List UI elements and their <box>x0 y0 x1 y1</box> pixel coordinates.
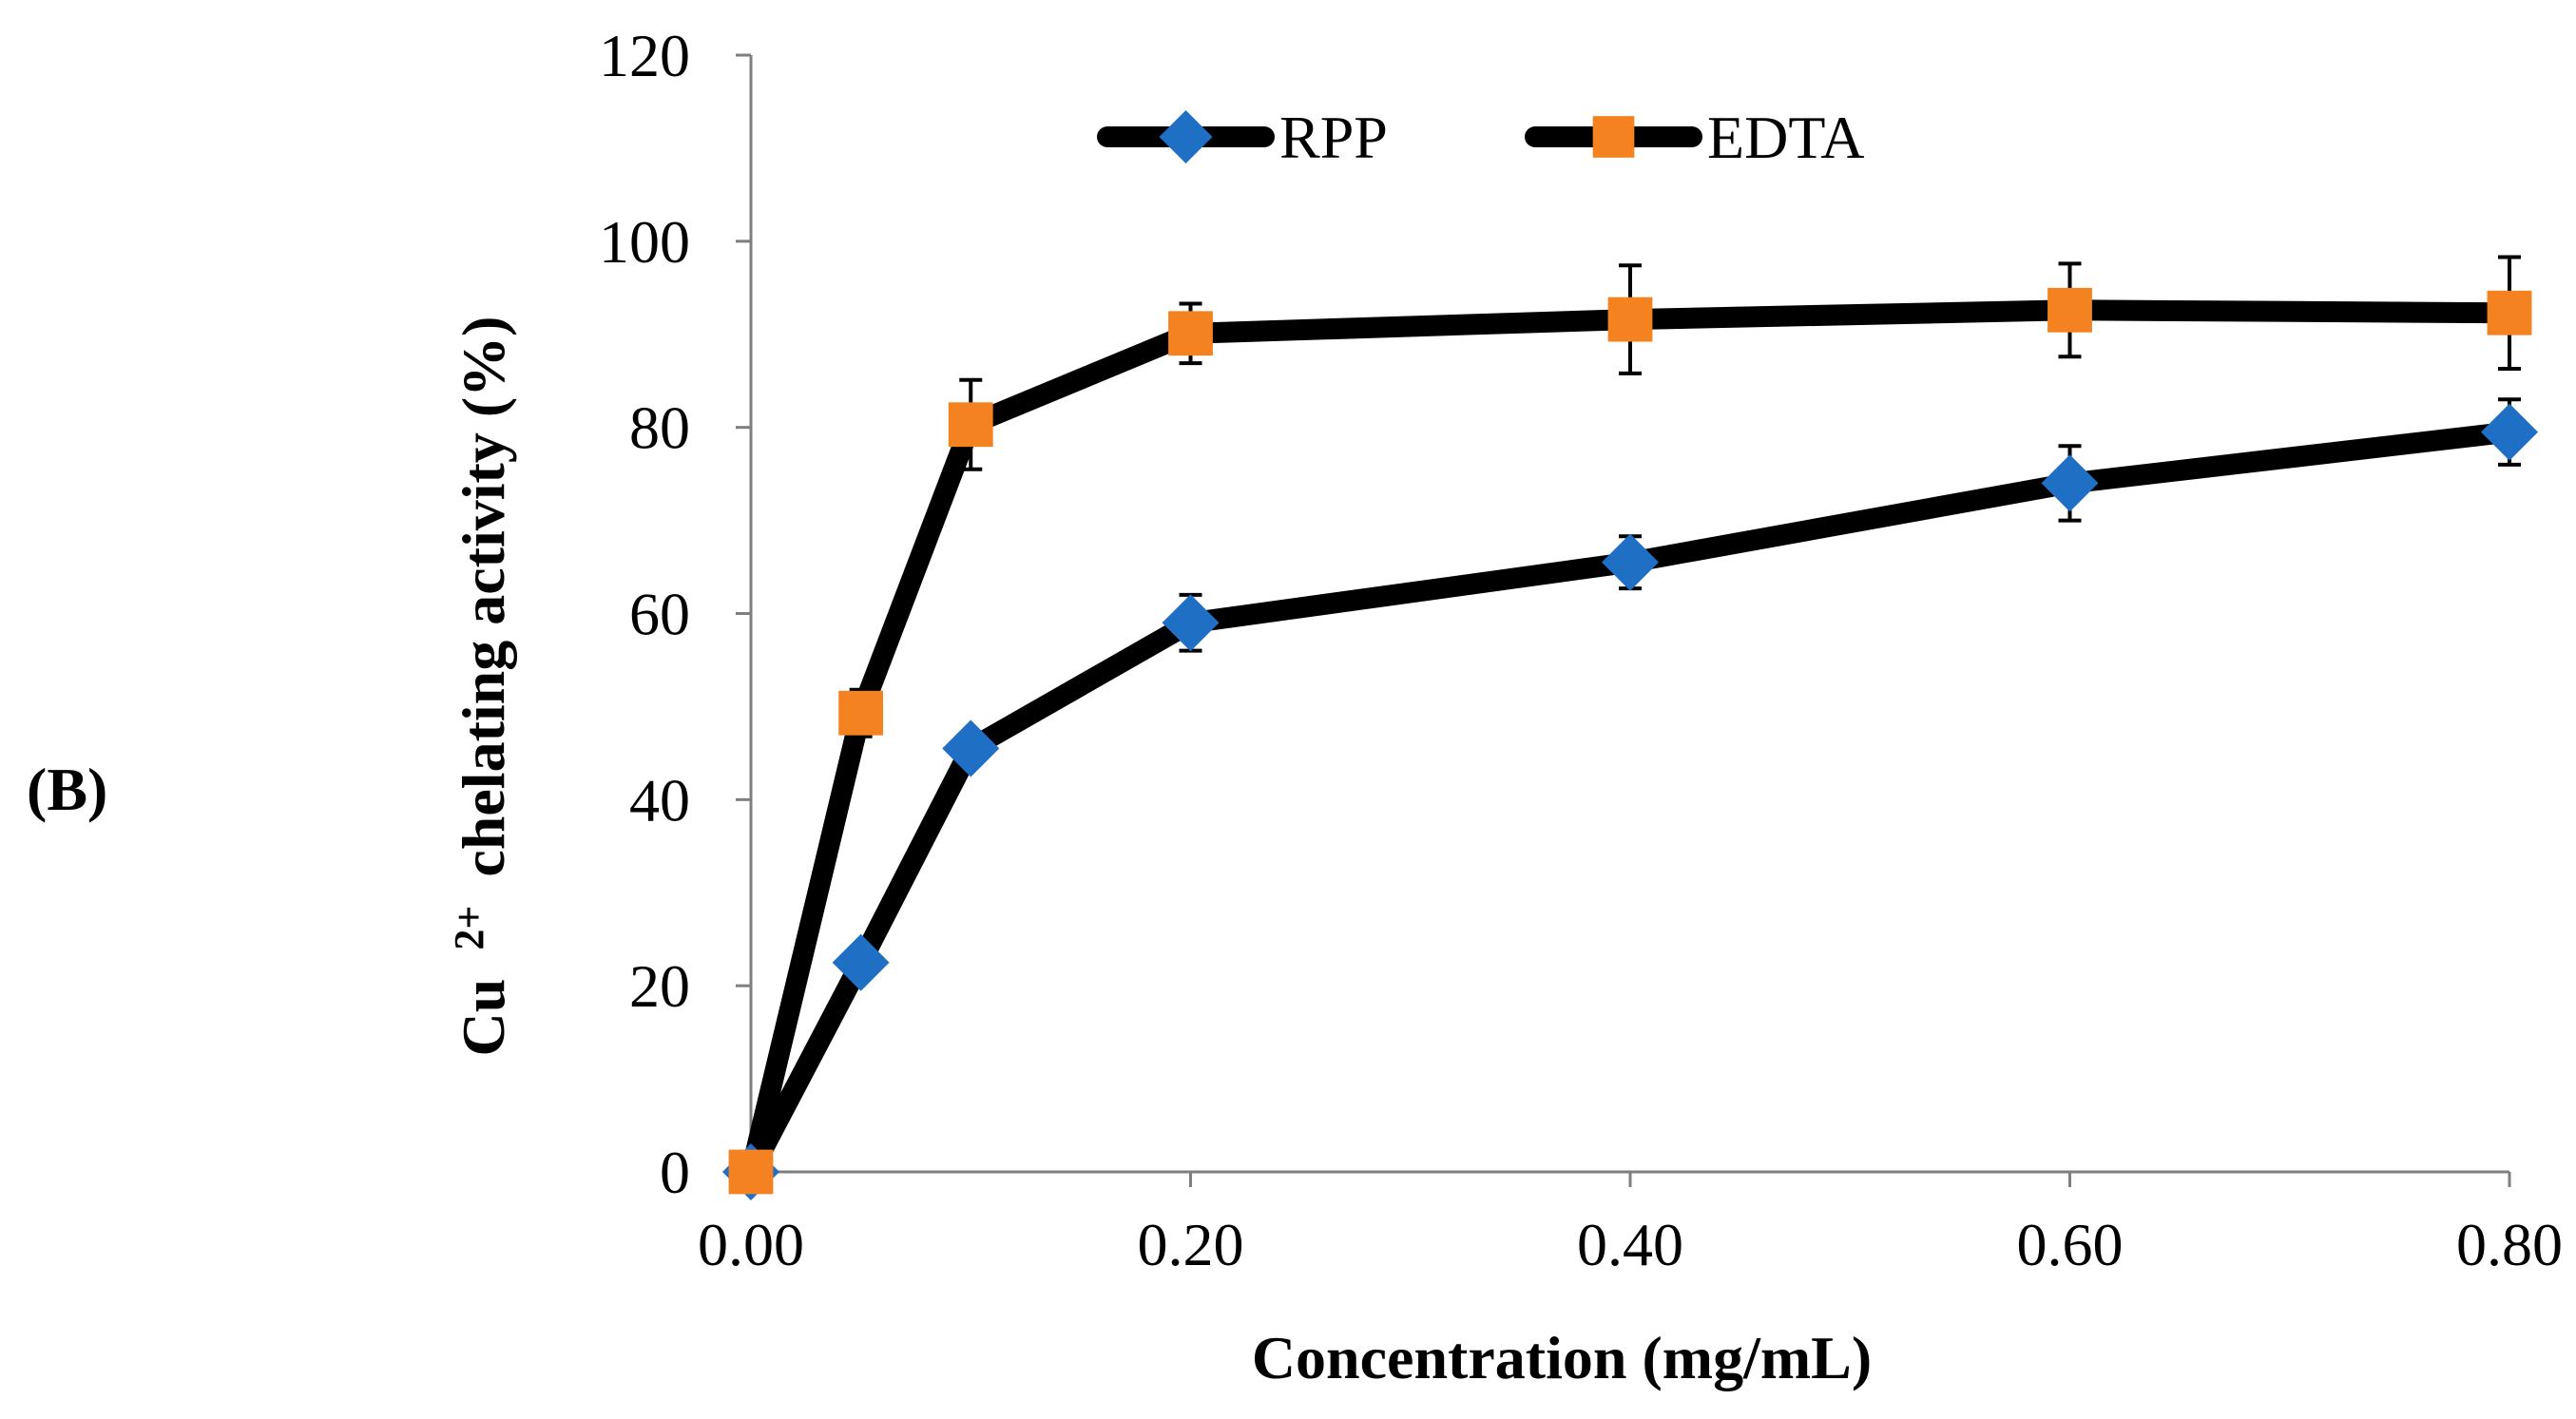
x-tick-label: 0.60 <box>2017 1211 2124 1278</box>
data-point-edta <box>838 690 884 736</box>
data-point-edta <box>948 402 993 448</box>
y-tick-label: 120 <box>599 22 690 89</box>
data-point-rpp <box>2041 454 2099 512</box>
y-tick-label: 20 <box>629 952 690 1020</box>
x-tick-label: 0.80 <box>2456 1211 2563 1278</box>
data-point-rpp <box>1602 533 1659 591</box>
axes: 0 20 40 60 80 100 120 0.00 0.20 0.40 0.60 0.80 <box>599 22 2563 1278</box>
legend-marker-rpp <box>1159 110 1213 163</box>
y-axis-title: Cu 2+ chelating activity (%) <box>429 316 517 1057</box>
data-point-edta <box>1168 311 1213 356</box>
data-point-rpp <box>2481 403 2538 461</box>
x-tick-label: 0.00 <box>698 1211 804 1278</box>
y-axis-title-main: Cu <box>450 979 517 1057</box>
data-point-rpp <box>942 719 1000 777</box>
x-axis-title: Concentration (mg/mL) <box>1252 1324 1872 1391</box>
data-point-edta <box>2047 287 2092 333</box>
y-tick-label: 40 <box>629 766 690 834</box>
data-point-edta <box>728 1149 774 1195</box>
x-tick-label: 0.20 <box>1138 1211 1244 1278</box>
y-axis-title-rest: chelating activity (%) <box>450 316 517 877</box>
data-point-edta <box>2487 290 2532 336</box>
series-markers <box>722 287 2538 1200</box>
x-tick-label: 0.40 <box>1577 1211 1683 1278</box>
panel-label: (B) <box>27 756 107 823</box>
series-line-edta <box>740 299 2520 1182</box>
y-tick-label: 100 <box>599 208 690 276</box>
error-bars <box>849 255 2521 765</box>
data-point-rpp <box>1162 594 1220 652</box>
y-tick-label: 80 <box>629 394 690 462</box>
y-tick-label: 60 <box>629 581 690 648</box>
legend-label-rpp: RPP <box>1279 104 1388 171</box>
legend: RPP EDTA <box>1097 104 1865 171</box>
y-tick-label: 0 <box>660 1139 690 1206</box>
data-point-edta <box>1607 297 1653 342</box>
legend-marker-edta <box>1592 116 1635 158</box>
series-lines <box>740 299 2520 1182</box>
y-axis-title-superscript: 2+ <box>446 906 492 950</box>
data-point-rpp <box>832 933 890 991</box>
legend-label-edta: EDTA <box>1707 104 1865 171</box>
